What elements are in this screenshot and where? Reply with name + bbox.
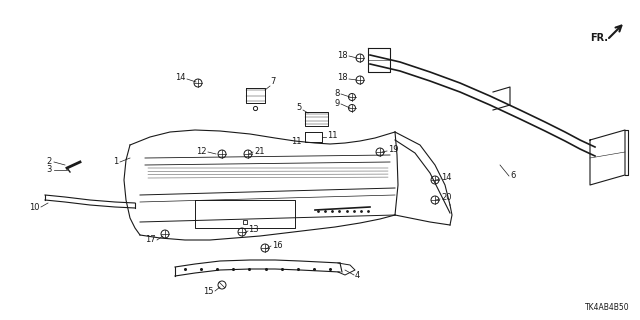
Text: 18: 18 [337,51,348,60]
Text: FR.: FR. [590,33,608,43]
Text: 7: 7 [270,77,275,86]
Text: 12: 12 [196,147,207,156]
Text: 14: 14 [441,173,451,182]
Text: 6: 6 [510,171,515,180]
Text: 11: 11 [291,138,302,147]
Text: 21: 21 [254,147,264,156]
Text: 11: 11 [327,131,337,140]
Text: 5: 5 [297,103,302,113]
Text: 19: 19 [388,146,399,155]
Text: 14: 14 [175,74,186,83]
Text: 10: 10 [29,203,40,212]
Text: 8: 8 [335,89,340,98]
Text: 17: 17 [145,236,156,244]
Text: 2: 2 [47,157,52,166]
Text: 20: 20 [441,194,451,203]
Text: 3: 3 [47,165,52,174]
Text: 9: 9 [335,99,340,108]
Text: 16: 16 [272,241,283,250]
Text: TK4AB4B50: TK4AB4B50 [586,303,630,312]
Text: 1: 1 [113,157,118,166]
Text: 13: 13 [248,226,259,235]
Text: 4: 4 [355,270,360,279]
Text: 18: 18 [337,74,348,83]
Text: 15: 15 [204,287,214,297]
